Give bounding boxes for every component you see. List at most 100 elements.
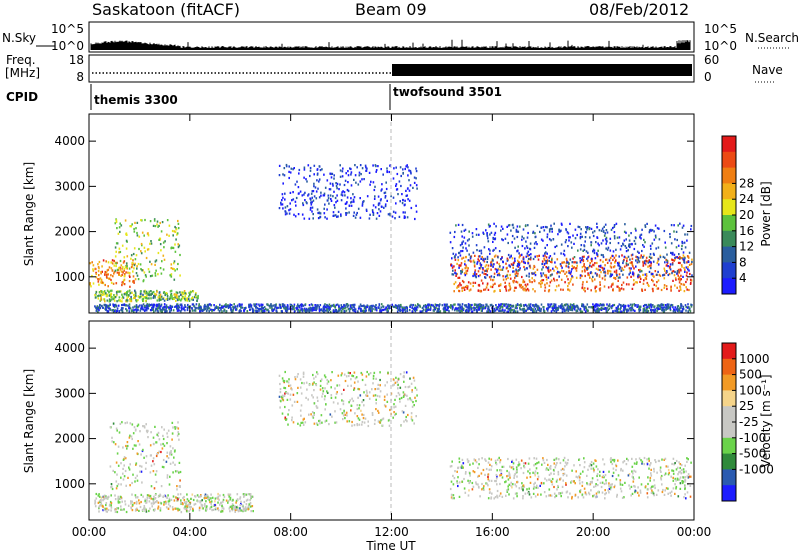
echo-cell xyxy=(461,310,463,313)
echo-cell xyxy=(631,287,634,290)
echo-cell xyxy=(125,307,127,311)
echo-cell xyxy=(259,307,261,310)
echo-cell xyxy=(235,506,238,509)
echo-cell xyxy=(170,246,173,249)
echo-cell xyxy=(516,281,519,284)
echo-cell xyxy=(656,307,658,310)
echo-cell xyxy=(518,264,521,267)
echo-cell xyxy=(582,303,584,306)
echo-cell xyxy=(636,258,639,261)
echo-cell xyxy=(682,275,684,278)
echo-cell xyxy=(139,296,141,299)
echo-cell xyxy=(113,272,115,275)
echo-cell xyxy=(673,308,675,311)
echo-cell xyxy=(512,266,514,269)
echo-cell xyxy=(681,241,684,245)
echo-cell xyxy=(663,267,666,270)
echo-cell xyxy=(528,272,530,275)
echo-cell xyxy=(671,258,673,261)
echo-cell xyxy=(386,199,388,202)
echo-cell xyxy=(326,179,329,182)
echo-cell xyxy=(234,510,236,513)
echo-cell xyxy=(667,273,670,277)
echo-cell xyxy=(249,499,251,502)
echo-cell xyxy=(372,204,375,207)
echo-cell xyxy=(629,258,631,261)
echo-cell xyxy=(635,265,637,268)
echo-cell xyxy=(168,234,170,237)
echo-cell xyxy=(483,260,486,263)
echo-cell xyxy=(313,185,315,188)
echo-cell xyxy=(140,252,143,255)
echo-cell xyxy=(159,509,162,512)
echo-cell xyxy=(350,201,352,204)
echo-cell xyxy=(218,306,221,309)
echo-cell xyxy=(676,270,679,273)
echo-cell xyxy=(383,308,386,311)
echo-cell xyxy=(610,285,613,288)
echo-cell xyxy=(407,174,409,177)
echo-cell xyxy=(260,309,263,312)
echo-cell xyxy=(400,305,402,308)
echo-cell xyxy=(125,262,128,265)
echo-cell xyxy=(164,310,167,313)
echo-cell xyxy=(203,305,205,308)
echo-cell xyxy=(176,497,178,500)
echo-cell xyxy=(530,308,532,311)
echo-cell xyxy=(157,505,160,508)
echo-cell xyxy=(572,266,575,270)
echo-cell xyxy=(328,303,331,306)
echo-cell xyxy=(340,214,342,218)
echo-cell xyxy=(648,231,651,234)
echo-cell xyxy=(584,305,587,308)
echo-cell xyxy=(658,304,660,307)
echo-cell xyxy=(637,275,639,278)
echo-cell xyxy=(674,258,676,261)
echo-cell xyxy=(490,263,492,266)
echo-cell xyxy=(458,266,460,269)
echo-cell xyxy=(368,171,371,174)
echo-cell xyxy=(684,304,687,307)
echo-cell xyxy=(112,275,114,278)
echo-cell xyxy=(153,495,155,498)
echo-cell xyxy=(482,231,484,234)
echo-cell xyxy=(461,257,463,260)
echo-cell xyxy=(185,504,187,507)
echo-cell xyxy=(312,190,315,193)
echo-cell xyxy=(220,308,222,311)
echo-cell xyxy=(176,309,179,312)
echo-cell xyxy=(292,168,294,171)
echo-cell xyxy=(329,310,332,313)
station-title: Saskatoon (fitACF) xyxy=(92,0,240,19)
echo-cell xyxy=(106,510,108,513)
echo-cell xyxy=(567,245,569,248)
echo-cell xyxy=(518,256,521,259)
echo-cell xyxy=(125,247,128,250)
echo-cell xyxy=(641,249,643,253)
echo-cell xyxy=(415,170,418,173)
echo-cell xyxy=(648,255,651,258)
echo-cell xyxy=(199,310,201,313)
echo-cell xyxy=(618,261,620,264)
echo-cell xyxy=(599,268,601,272)
echo-cell xyxy=(665,306,668,309)
echo-cell xyxy=(623,230,626,233)
echo-cell xyxy=(124,265,127,269)
echo-cell xyxy=(326,308,328,311)
echo-cell xyxy=(531,277,533,280)
echo-cell xyxy=(454,303,456,306)
echo-cell xyxy=(622,288,625,291)
echo-cell xyxy=(569,280,572,283)
echo-cell xyxy=(218,498,220,501)
echo-cell xyxy=(380,309,383,312)
echo-cell xyxy=(656,227,659,230)
echo-cell xyxy=(650,247,652,250)
echo-cell xyxy=(542,239,544,242)
echo-cell xyxy=(365,169,368,172)
echo-cell xyxy=(580,244,583,247)
echo-cell xyxy=(380,189,382,192)
echo-cell xyxy=(298,192,300,195)
echo-cell xyxy=(678,281,681,284)
echo-cell xyxy=(119,268,121,271)
echo-cell xyxy=(682,257,684,260)
